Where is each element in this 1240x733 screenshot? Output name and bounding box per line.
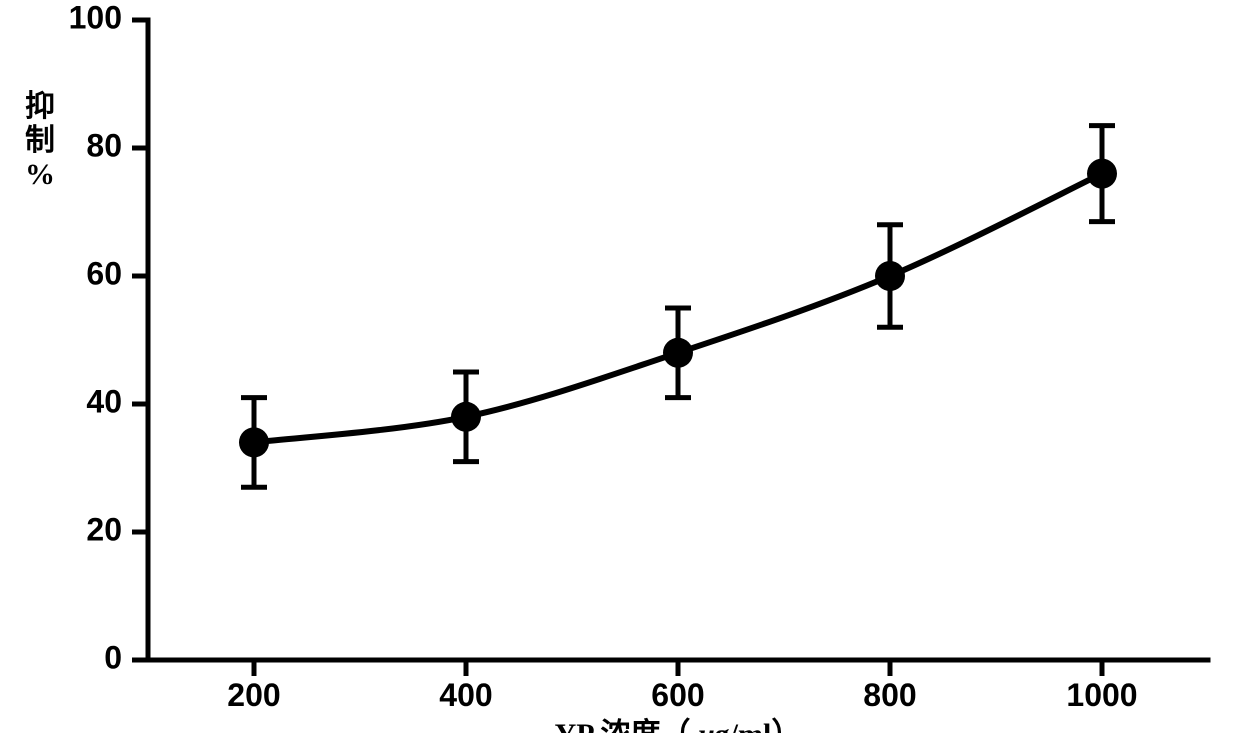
svg-text:100: 100: [69, 0, 122, 35]
svg-text:200: 200: [227, 677, 280, 713]
svg-text:抑: 抑: [25, 90, 55, 123]
svg-text:制: 制: [25, 124, 55, 157]
svg-text:800: 800: [863, 677, 916, 713]
svg-text:20: 20: [86, 511, 122, 547]
svg-text:600: 600: [651, 677, 704, 713]
svg-text:1000: 1000: [1066, 677, 1137, 713]
svg-text:80: 80: [86, 127, 122, 163]
line-chart: 0 20 40 60 80 100 200 400 600 800 1000 YP 浓度（ μg/ml…: [0, 0, 1240, 733]
svg-text:40: 40: [86, 383, 122, 419]
svg-text:60: 60: [86, 255, 122, 291]
svg-text:0: 0: [104, 639, 122, 675]
svg-text:400: 400: [439, 677, 492, 713]
chart-container: 0 20 40 60 80 100 200 400 600 800 1000 YP 浓度（ μg/ml…: [0, 0, 1240, 733]
svg-text:%: %: [25, 158, 55, 191]
svg-text:YP 浓度（ μg/ml）: YP 浓度（ μg/ml）: [555, 717, 802, 733]
